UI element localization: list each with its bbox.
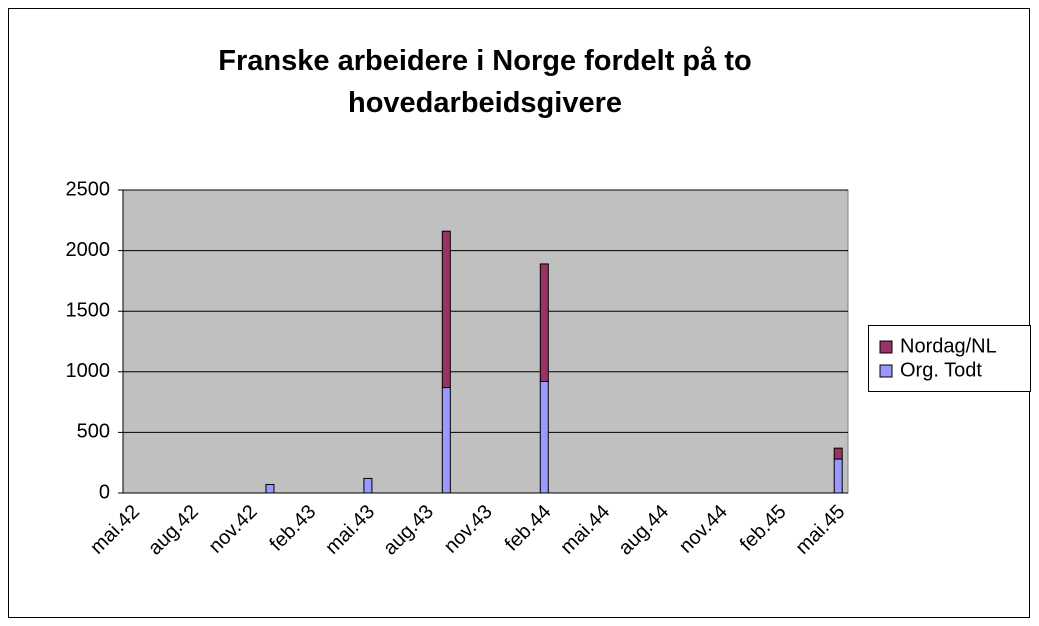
y-tick-label: 2000: [66, 239, 111, 261]
legend-label: Nordag/NL: [900, 335, 997, 357]
legend-swatch: [879, 364, 893, 378]
y-tick-label: 1000: [66, 360, 111, 382]
bar: [441, 230, 451, 389]
y-tick-label: 500: [77, 421, 110, 443]
bar: [833, 458, 843, 494]
chart-title: Franske arbeidere i Norge fordelt på to …: [218, 45, 752, 119]
bar: [833, 447, 843, 460]
y-tick-label: 0: [99, 481, 110, 503]
bar: [265, 484, 275, 494]
y-tick-label: 2500: [66, 178, 111, 200]
legend-label: Org. Todt: [900, 359, 982, 381]
plot-area: [122, 189, 849, 494]
bar: [363, 477, 373, 494]
bar: [539, 263, 549, 382]
legend-swatch: [879, 340, 893, 354]
bar: [441, 387, 451, 494]
legend-box: [868, 325, 1031, 392]
y-tick-label: 1500: [66, 299, 111, 321]
bar: [539, 380, 549, 494]
